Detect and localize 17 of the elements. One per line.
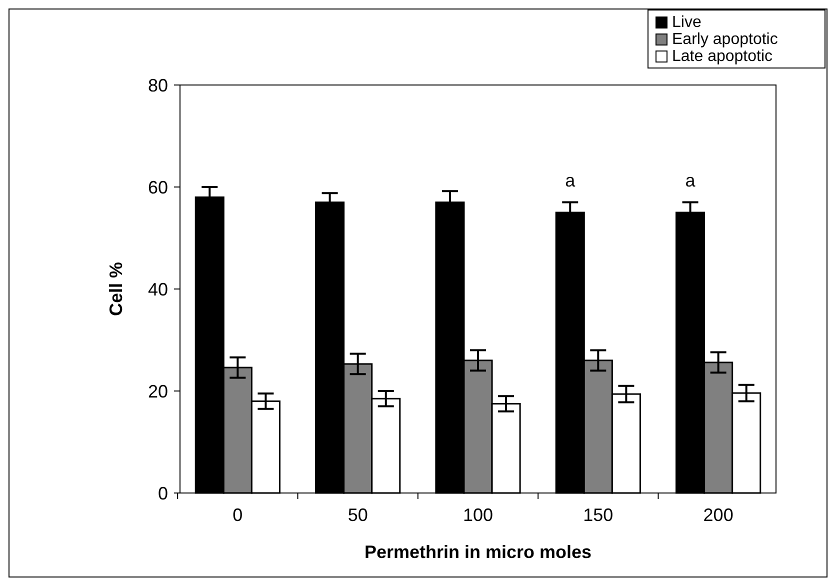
x-tick-label: 150 [583,505,614,525]
y-tick-label: 0 [158,483,168,504]
y-tick-label: 20 [148,381,168,402]
legend-label: Live [672,14,702,31]
y-tick-label: 80 [148,75,168,96]
annotation: a [565,170,576,190]
x-tick-label: 50 [348,505,368,525]
x-tick-label: 100 [462,505,494,525]
x-axis-title: Permethrin in micro moles [364,542,592,562]
x-tick-label: 200 [703,505,734,525]
y-tick-label: 60 [148,177,168,198]
x-tick-label: 0 [232,505,243,525]
y-tick-label: 40 [148,279,168,300]
legend-label: Late apoptotic [672,48,773,65]
legend-label: Early apoptotic [672,31,778,48]
annotation: a [685,170,696,190]
y-axis-title: Cell % [106,262,126,316]
